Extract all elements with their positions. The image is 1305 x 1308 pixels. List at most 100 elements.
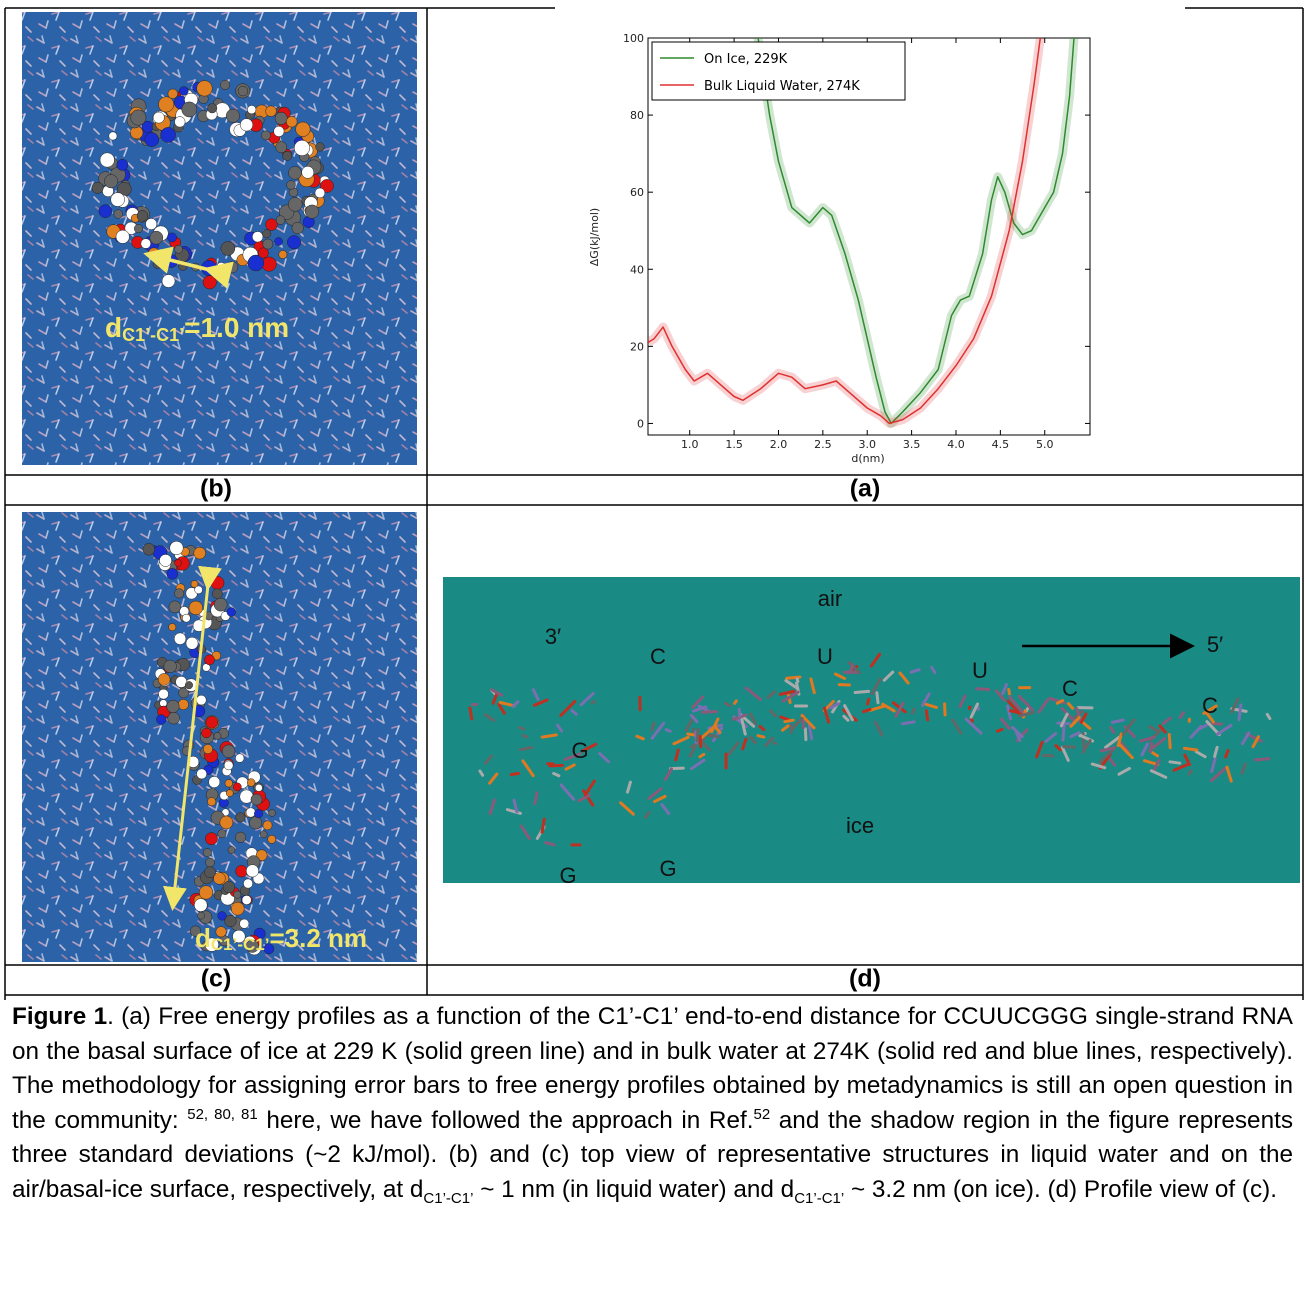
citation: 52, 80, 81: [187, 1105, 258, 1123]
bond: [660, 803, 671, 816]
bond: [518, 745, 534, 752]
bond: [540, 733, 558, 739]
bond: [781, 724, 790, 732]
bond: [807, 723, 814, 741]
atom: [204, 866, 216, 879]
bond: [643, 811, 651, 819]
bond: [598, 752, 611, 764]
atom: [158, 688, 169, 700]
bond: [663, 767, 673, 781]
atom: [254, 783, 263, 792]
bond: [1059, 712, 1069, 728]
bond: [1265, 712, 1272, 721]
atom: [278, 250, 288, 259]
bond: [995, 727, 1004, 733]
structure-label: G: [571, 738, 588, 763]
atom: [213, 597, 228, 612]
atom: [245, 939, 259, 953]
bond: [975, 687, 991, 691]
atom: [207, 103, 218, 114]
atom: [152, 259, 163, 269]
bond: [869, 652, 882, 668]
bond: [497, 702, 506, 715]
atom: [185, 636, 199, 650]
bond: [563, 752, 582, 761]
structure-label: ice: [846, 813, 874, 838]
bond: [740, 718, 747, 736]
value: =1.0 nm: [184, 312, 289, 343]
atom: [265, 105, 277, 117]
caption-text: ~ 3.2 nm (on ice). (d) Profile view of (…: [844, 1175, 1277, 1203]
bond: [853, 689, 871, 695]
bond: [1109, 725, 1116, 734]
bond: [700, 710, 718, 714]
atom: [293, 139, 310, 156]
atom: [113, 209, 123, 219]
atom: [169, 540, 184, 555]
atom: [104, 174, 119, 189]
caption-text: ~ 1 nm (in liquid water) and d: [473, 1175, 795, 1203]
bond: [1167, 733, 1172, 750]
atom: [152, 111, 165, 124]
atom: [134, 224, 144, 234]
bond: [894, 701, 905, 718]
atom: [144, 132, 160, 147]
bond: [488, 798, 496, 816]
atom: [110, 192, 125, 207]
bond: [512, 798, 519, 814]
bond: [521, 759, 535, 778]
bond: [689, 713, 699, 724]
atom: [249, 816, 263, 830]
symbol: d: [195, 923, 211, 953]
atom: [202, 744, 213, 755]
bond: [862, 707, 872, 714]
bond: [999, 717, 1011, 730]
distance-annotation: dC1’-C1’=3.2 nm: [195, 923, 367, 955]
caption: Figure 1. (a) Free energy profiles as a …: [12, 1000, 1293, 1208]
bond: [619, 801, 635, 816]
atom: [205, 857, 215, 868]
atom: [275, 215, 286, 225]
bond: [1149, 741, 1154, 754]
atom: [287, 197, 303, 212]
atom: [167, 232, 177, 243]
y-axis-label: ΔG(kJ/mol): [588, 208, 601, 266]
legend-box: [651, 41, 906, 101]
structure-label: 3′: [545, 624, 561, 649]
bond: [809, 677, 816, 695]
bond: [556, 723, 564, 733]
bond: [1069, 715, 1081, 728]
bond: [1022, 699, 1035, 712]
bond: [1143, 759, 1160, 767]
atom: [197, 911, 205, 920]
atom: [213, 732, 222, 740]
bond: [1172, 763, 1189, 772]
atom: [245, 864, 259, 878]
atom: [282, 150, 293, 161]
bond: [1140, 742, 1149, 757]
bond: [783, 718, 795, 724]
atom: [194, 898, 208, 912]
bond: [823, 706, 831, 724]
bond: [758, 724, 766, 732]
bond: [1008, 695, 1024, 714]
atom: [208, 776, 221, 788]
distance-annotation: dC1’-C1’=1.0 nm: [105, 312, 289, 344]
bond: [483, 713, 496, 722]
bond: [781, 690, 800, 703]
atom: [262, 229, 272, 239]
atom: [159, 554, 172, 567]
bond: [531, 688, 540, 701]
bond: [1069, 731, 1081, 739]
atom: [160, 127, 176, 143]
bond: [577, 793, 591, 803]
structure-label: G: [559, 863, 576, 888]
bond: [733, 699, 738, 705]
subscript: C1’-C1’: [211, 935, 270, 954]
table-grid: [4, 7, 1304, 1000]
x-tick-label: 4.0: [947, 438, 965, 451]
bond: [1152, 758, 1161, 772]
bond: [698, 752, 706, 759]
bond: [498, 700, 516, 708]
bond: [744, 686, 763, 702]
